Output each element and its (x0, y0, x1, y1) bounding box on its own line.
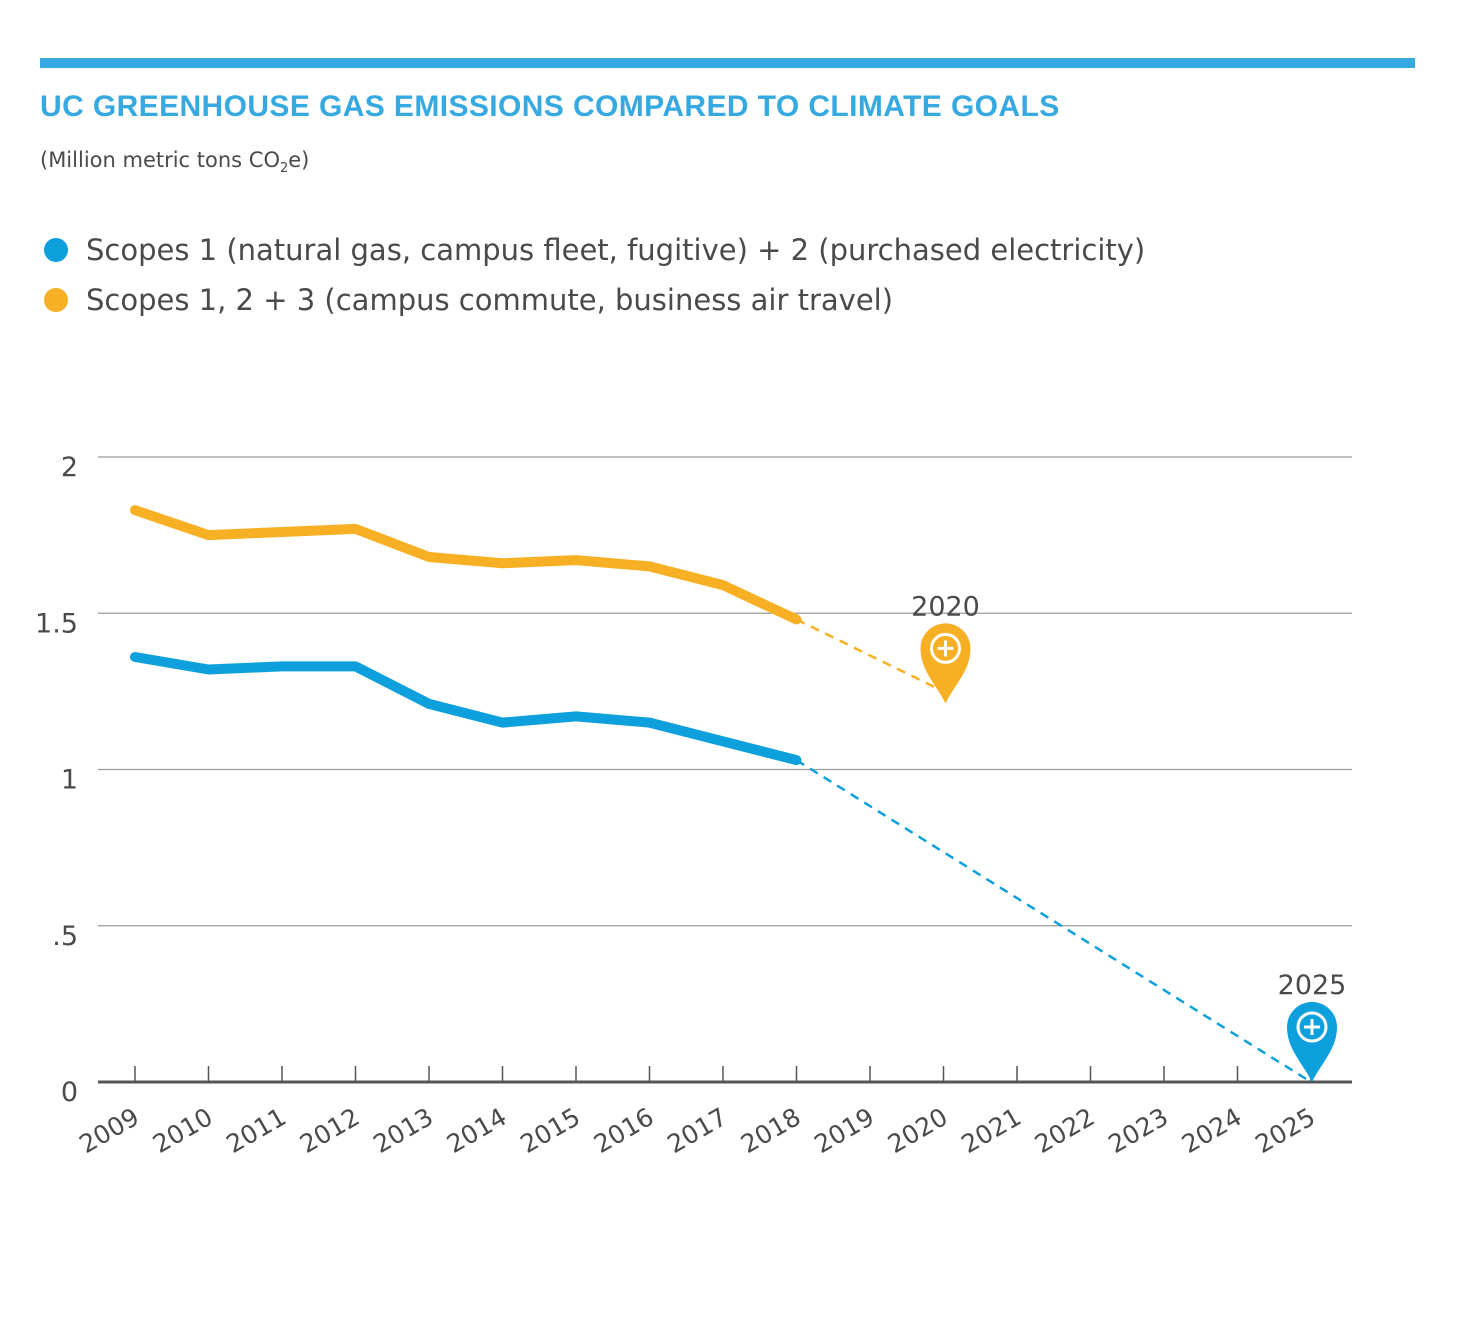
chart-subtitle: (Million metric tons CO2e) (40, 148, 309, 176)
y-tick-label: 1 (61, 765, 78, 796)
legend-item-scope12: Scopes 1 (natural gas, campus fleet, fug… (44, 225, 1145, 275)
x-tick-label: 2017 (662, 1102, 732, 1159)
x-tick-label: 2021 (956, 1102, 1026, 1159)
x-tick-label: 2024 (1177, 1102, 1247, 1159)
goal-year-label: 2025 (1278, 970, 1347, 1001)
subtitle-prefix: (Million metric tons CO (40, 148, 280, 172)
x-tick-label: 2011 (221, 1102, 291, 1159)
y-tick-label: 2 (61, 452, 78, 483)
x-tick-label: 2016 (589, 1102, 659, 1159)
legend: Scopes 1 (natural gas, campus fleet, fug… (44, 225, 1145, 325)
goal-year-label: 2020 (911, 591, 980, 622)
y-tick-label: 1.5 (35, 608, 78, 639)
legend-item-scope123: Scopes 1, 2 + 3 (campus commute, busines… (44, 275, 1145, 325)
x-tick-label: 2009 (74, 1102, 144, 1159)
subtitle-suffix: e) (288, 148, 310, 172)
header-accent-bar (40, 58, 1415, 68)
x-tick-label: 2010 (148, 1102, 218, 1159)
series-1-line (130, 505, 802, 625)
x-tick-label: 2013 (368, 1102, 438, 1159)
x-tick-label: 2022 (1030, 1102, 1100, 1159)
x-tick-label: 2023 (1103, 1102, 1173, 1159)
legend-swatch-scope123 (44, 288, 68, 312)
plus-circle-icon (1296, 1011, 1328, 1043)
subtitle-subscript: 2 (279, 161, 289, 176)
legend-label-scope12: Scopes 1 (natural gas, campus fleet, fug… (86, 233, 1146, 267)
x-tick-label: 2014 (442, 1102, 512, 1159)
y-tick-label: 0 (61, 1077, 78, 1108)
series-1-projection-line (795, 618, 945, 693)
plus-circle-icon (930, 632, 961, 664)
legend-swatch-scope12 (44, 238, 68, 262)
legend-label-scope123: Scopes 1, 2 + 3 (campus commute, busines… (86, 283, 894, 317)
x-tick-label: 2019 (809, 1102, 879, 1159)
series-0-projection-line (795, 759, 1312, 1084)
x-tick-label: 2015 (515, 1102, 585, 1159)
series-0-line (130, 652, 802, 766)
x-tick-label: 2020 (883, 1102, 953, 1159)
chart-title: UC GREENHOUSE GAS EMISSIONS COMPARED TO … (40, 90, 1060, 123)
x-tick-label: 2025 (1250, 1102, 1320, 1159)
x-tick-label: 2018 (736, 1102, 806, 1159)
x-tick-label: 2012 (295, 1102, 365, 1159)
y-tick-label: .5 (52, 921, 78, 952)
